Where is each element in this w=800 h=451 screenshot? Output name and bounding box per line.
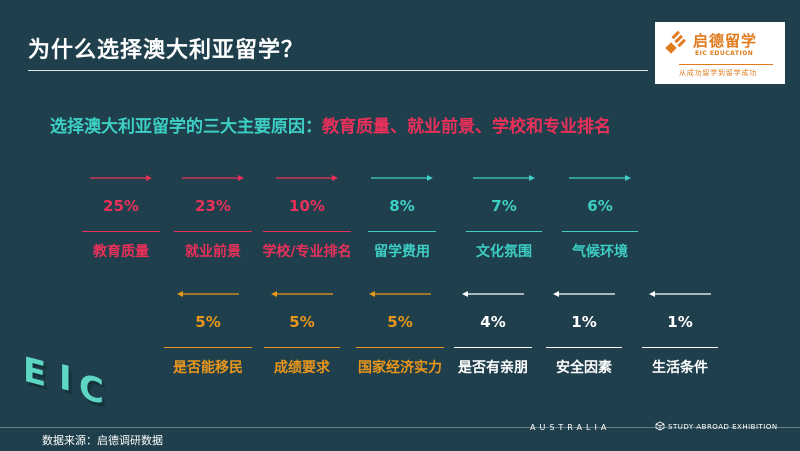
reason-divider bbox=[356, 347, 444, 348]
reason-divider bbox=[82, 231, 160, 232]
australia-text: AUSTRALIA bbox=[530, 423, 611, 432]
reason-label: 国家经济实力 bbox=[358, 360, 442, 376]
logo-slogan: 从成功留学到留学成功 bbox=[679, 69, 757, 77]
reason-divider bbox=[174, 231, 252, 232]
arrow-left-icon bbox=[271, 290, 333, 298]
svg-text:C: C bbox=[79, 367, 104, 413]
svg-text:E: E bbox=[23, 350, 46, 396]
reason-label: 学校/专业排名 bbox=[262, 244, 352, 260]
title-divider bbox=[28, 70, 648, 71]
svg-text:C: C bbox=[82, 371, 107, 417]
reason-divider bbox=[466, 231, 542, 232]
reason-label: 留学费用 bbox=[374, 244, 430, 260]
reason-label: 是否有亲朋 bbox=[458, 360, 528, 376]
exhibition-text: STUDY ABROAD EXHIBITION bbox=[668, 423, 778, 431]
reason-divider bbox=[562, 231, 638, 232]
reason-divider bbox=[264, 347, 340, 348]
reason-percent: 1% bbox=[667, 313, 693, 331]
reason-percent: 7% bbox=[491, 197, 517, 215]
reason-label: 生活条件 bbox=[652, 360, 708, 376]
subtitle-reasons: 教育质量、就业前景、学校和专业排名 bbox=[322, 117, 611, 137]
reason-divider bbox=[546, 347, 622, 348]
logo-en-text: EIC EDUCATION bbox=[695, 50, 754, 57]
reason-divider bbox=[454, 347, 532, 348]
reason-percent: 10% bbox=[289, 197, 325, 215]
reason-label: 安全因素 bbox=[556, 360, 612, 376]
reason-divider bbox=[642, 347, 718, 348]
footer-divider bbox=[0, 427, 800, 428]
reason-label: 教育质量 bbox=[93, 244, 149, 260]
eic-logo: 启德留学 EIC EDUCATION 从成功留学到留学成功 bbox=[655, 22, 785, 84]
reason-label: 文化氛围 bbox=[476, 244, 532, 260]
eic-logo-icon bbox=[665, 30, 686, 54]
logo-cn-text: 启德留学 bbox=[693, 32, 758, 50]
svg-text:E: E bbox=[26, 354, 49, 400]
arrow-right-icon bbox=[182, 174, 244, 182]
arrow-right-icon bbox=[90, 174, 152, 182]
arrow-right-icon bbox=[371, 174, 433, 182]
arrow-right-icon bbox=[569, 174, 631, 182]
subtitle: 选择澳大利亚留学的三大主要原因：教育质量、就业前景、学校和专业排名 bbox=[50, 112, 611, 137]
arrow-left-icon bbox=[177, 290, 239, 298]
arrow-left-icon bbox=[369, 290, 431, 298]
reason-percent: 5% bbox=[195, 313, 221, 331]
logo-divider bbox=[679, 64, 773, 65]
svg-text:I: I bbox=[62, 361, 75, 404]
page-title: 为什么选择澳大利亚留学？ bbox=[28, 38, 305, 63]
cube-icon bbox=[655, 421, 665, 431]
reason-percent: 4% bbox=[480, 313, 506, 331]
reason-percent: 5% bbox=[387, 313, 413, 331]
reason-label: 成绩要求 bbox=[274, 360, 330, 376]
reason-percent: 1% bbox=[571, 313, 597, 331]
arrow-left-icon bbox=[649, 290, 711, 298]
arrow-right-icon bbox=[473, 174, 535, 182]
arrow-left-icon bbox=[553, 290, 615, 298]
reason-percent: 5% bbox=[289, 313, 315, 331]
reason-divider bbox=[368, 231, 436, 232]
data-source: 数据来源：启德调研数据 bbox=[42, 434, 163, 447]
reason-percent: 25% bbox=[103, 197, 139, 215]
reason-divider bbox=[263, 231, 351, 232]
arrow-right-icon bbox=[276, 174, 338, 182]
reason-label: 是否能移民 bbox=[173, 360, 243, 376]
reason-percent: 23% bbox=[195, 197, 231, 215]
reason-label: 气候环境 bbox=[572, 244, 628, 260]
reason-label: 就业前景 bbox=[185, 244, 241, 260]
reason-percent: 6% bbox=[587, 197, 613, 215]
subtitle-lead: 选择澳大利亚留学的三大主要原因： bbox=[50, 117, 322, 137]
reason-percent: 8% bbox=[389, 197, 415, 215]
reason-divider bbox=[164, 347, 252, 348]
eic-3d-letters-icon: E E I I C C bbox=[23, 350, 107, 417]
arrow-left-icon bbox=[462, 290, 524, 298]
svg-text:I: I bbox=[59, 358, 72, 401]
